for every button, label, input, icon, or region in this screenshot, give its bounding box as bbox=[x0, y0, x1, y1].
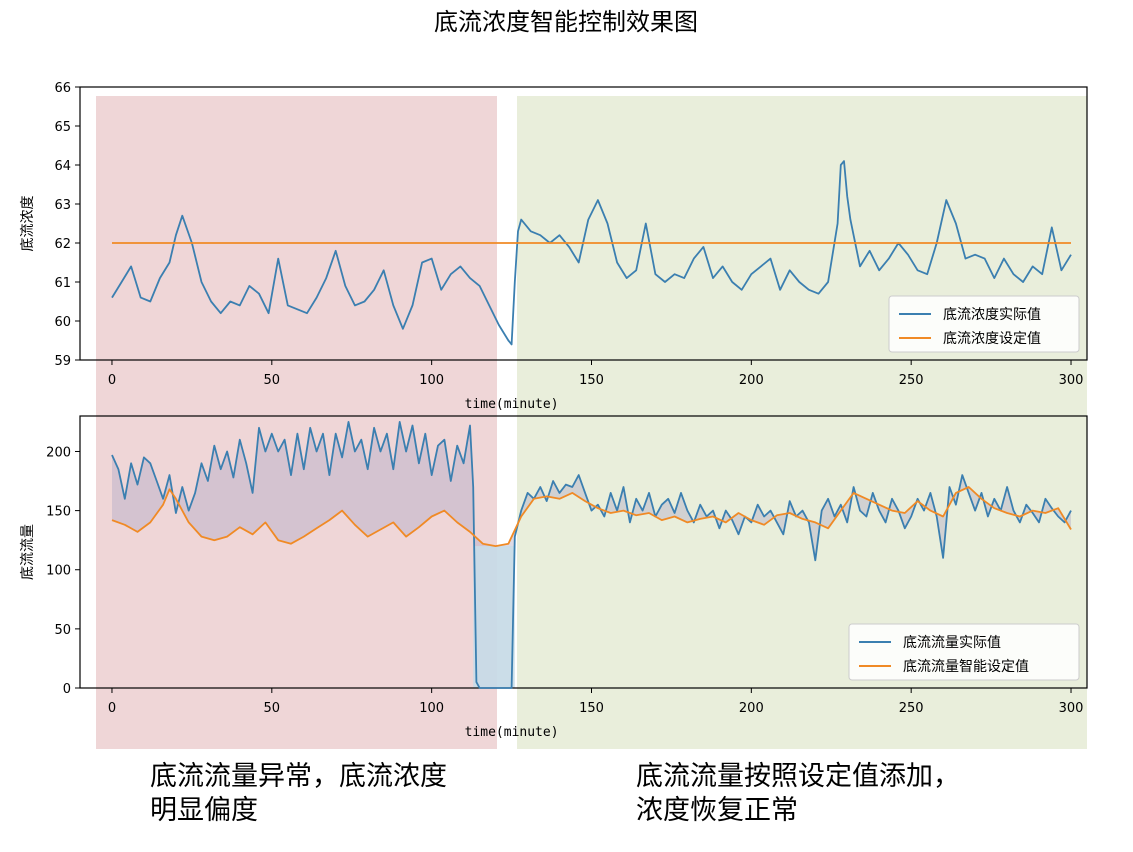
x-tick-label: 250 bbox=[899, 701, 924, 716]
x-tick-label: 150 bbox=[579, 701, 604, 716]
y-tick-label: 200 bbox=[46, 445, 71, 460]
y-tick-label: 64 bbox=[54, 159, 71, 174]
right-caption-line1: 底流流量按照设定值添加， bbox=[636, 761, 960, 792]
chart-title: 底流浓度智能控制效果图 bbox=[434, 8, 698, 36]
flow-panel: 0 50 100 150 200 0 50 100 150 200 250 300 time(minut… bbox=[20, 415, 1088, 740]
x-tick-label: 50 bbox=[264, 701, 281, 716]
y-tick-label: 65 bbox=[54, 120, 71, 135]
left-caption: 底流流量异常，底流浓度 明显偏度 bbox=[150, 760, 447, 828]
x-tick-label: 250 bbox=[899, 373, 924, 388]
x-tick-label: 200 bbox=[739, 701, 764, 716]
y-tick-label: 63 bbox=[54, 198, 71, 213]
flow-drop-fill bbox=[473, 546, 515, 688]
y-tick-label: 50 bbox=[54, 623, 71, 638]
y-tick-label: 60 bbox=[54, 315, 71, 330]
x-tick-label: 50 bbox=[264, 373, 281, 388]
y-tick-label: 62 bbox=[54, 237, 71, 252]
x-tick-label: 0 bbox=[108, 373, 116, 388]
highlight-regions bbox=[96, 96, 1087, 749]
region-abnormal bbox=[96, 96, 497, 749]
x-tick-label: 100 bbox=[419, 373, 444, 388]
legend-box bbox=[848, 623, 1080, 681]
plot-frame bbox=[79, 415, 1088, 689]
x-tick-label: 100 bbox=[419, 701, 444, 716]
x-tick-label: 150 bbox=[579, 373, 604, 388]
series-line-actual bbox=[111, 160, 1072, 346]
flow-difference-fill bbox=[112, 421, 1071, 688]
y-tick-label: 59 bbox=[54, 354, 71, 369]
x-axis-label: time(minute) bbox=[465, 725, 559, 740]
series-line-actual bbox=[111, 420, 1072, 689]
right-caption-line2: 浓度恢复正常 bbox=[636, 795, 798, 826]
legend-label: 底流浓度设定值 bbox=[943, 331, 1041, 347]
left-caption-line1: 底流流量异常，底流浓度 bbox=[150, 761, 447, 792]
y-axis-label: 底流浓度 bbox=[20, 196, 36, 252]
legend-box bbox=[888, 295, 1080, 353]
x-tick-label: 300 bbox=[1059, 701, 1084, 716]
x-tick-label: 200 bbox=[739, 373, 764, 388]
right-caption: 底流流量按照设定值添加， 浓度恢复正常 bbox=[636, 760, 960, 828]
y-tick-label: 66 bbox=[54, 81, 71, 96]
y-tick-label: 150 bbox=[46, 505, 71, 520]
left-caption-line2: 明显偏度 bbox=[150, 795, 258, 826]
legend-label: 底流流量实际值 bbox=[903, 635, 1001, 651]
legend-label: 底流浓度实际值 bbox=[943, 307, 1041, 323]
y-axis-label: 底流流量 bbox=[20, 524, 36, 580]
plot-frame bbox=[79, 86, 1088, 361]
y-tick-label: 0 bbox=[63, 682, 71, 697]
x-axis-label: time(minute) bbox=[465, 397, 559, 412]
x-tick-label: 300 bbox=[1059, 373, 1084, 388]
series-line-setpoint bbox=[111, 486, 1072, 547]
y-tick-label: 61 bbox=[54, 276, 71, 291]
concentration-panel: 59 60 61 62 63 64 65 66 0 50 100 150 200 250 300 time(m… bbox=[20, 81, 1088, 412]
legend-label: 底流流量智能设定值 bbox=[903, 659, 1029, 675]
x-tick-label: 0 bbox=[108, 701, 116, 716]
y-tick-label: 100 bbox=[46, 564, 71, 579]
